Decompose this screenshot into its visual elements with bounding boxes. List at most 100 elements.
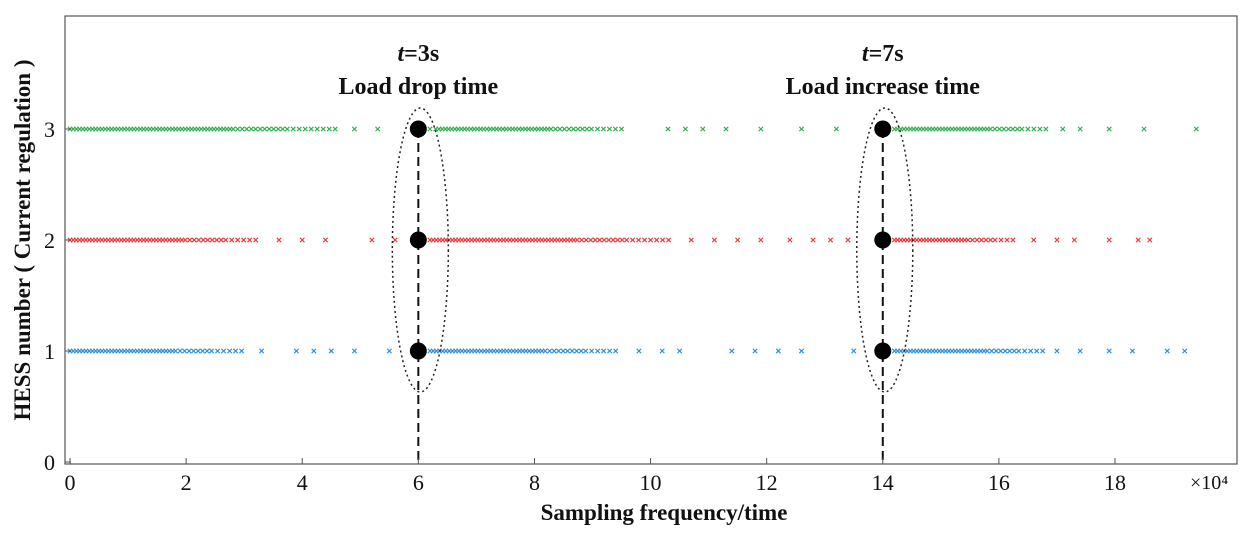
data-point	[1007, 348, 1013, 354]
data-point	[1106, 348, 1112, 354]
data-point	[241, 237, 247, 243]
data-point	[386, 348, 392, 354]
data-point	[1060, 126, 1066, 132]
data-point	[601, 348, 607, 354]
series-hess-2	[67, 237, 1153, 243]
series-layer	[67, 126, 1199, 354]
data-point	[974, 237, 980, 243]
data-point	[583, 348, 589, 354]
data-point	[588, 237, 594, 243]
x-axis-multiplier: ×10⁴	[1190, 472, 1228, 494]
data-point	[1077, 126, 1083, 132]
data-point	[723, 126, 729, 132]
series-hess-1	[67, 348, 1188, 354]
data-point	[1037, 126, 1043, 132]
data-point	[271, 126, 277, 132]
data-point	[547, 348, 553, 354]
data-point	[258, 348, 265, 354]
x-axis-title: Sampling frequency/time	[541, 500, 788, 525]
data-point	[987, 126, 993, 132]
event-point	[409, 231, 427, 249]
data-point	[1028, 348, 1034, 354]
data-point	[233, 348, 239, 354]
data-point	[1106, 237, 1112, 243]
data-point	[969, 237, 976, 243]
event-ellipse	[856, 107, 914, 393]
data-point	[584, 126, 590, 132]
data-point	[195, 348, 201, 354]
data-point	[579, 126, 586, 132]
data-point	[666, 237, 672, 243]
data-point	[1182, 348, 1188, 354]
data-point	[1019, 126, 1025, 132]
data-point	[229, 237, 235, 243]
data-point	[284, 126, 290, 132]
data-point	[630, 237, 636, 243]
data-point	[992, 237, 998, 243]
data-point	[191, 348, 197, 354]
data-point	[351, 348, 358, 354]
data-point	[351, 126, 358, 132]
data-point	[989, 348, 995, 354]
data-point	[1031, 237, 1037, 243]
data-point	[583, 237, 589, 243]
data-point	[1025, 126, 1031, 132]
data-point	[369, 237, 375, 243]
data-point	[182, 348, 188, 354]
data-point	[1193, 126, 1199, 132]
data-point	[1164, 348, 1170, 354]
data-point	[1004, 237, 1010, 243]
data-point	[612, 126, 619, 132]
data-point	[642, 237, 648, 243]
data-point	[560, 348, 566, 354]
data-point	[688, 237, 694, 243]
data-point	[606, 237, 612, 243]
data-point	[275, 126, 281, 132]
data-point	[311, 348, 317, 354]
data-point	[1043, 126, 1049, 132]
event-time-label: t=3s	[397, 41, 439, 67]
data-point	[1106, 126, 1112, 132]
x-tick-label: 6	[413, 470, 424, 495]
data-point	[758, 126, 764, 132]
data-point	[290, 126, 296, 132]
data-point	[601, 237, 607, 243]
data-point	[230, 126, 236, 132]
data-point	[758, 237, 764, 243]
event-time-label: t=7s	[862, 41, 904, 67]
event-point	[409, 120, 427, 138]
y-tick-label: 3	[44, 117, 55, 142]
y-tick-label: 0	[44, 450, 55, 475]
data-point	[551, 348, 557, 354]
data-point	[235, 126, 241, 132]
data-point	[987, 237, 994, 243]
data-point	[1147, 237, 1153, 243]
event-layer: t=3s Load drop time t=7s Load increase time	[339, 41, 981, 464]
data-point	[606, 126, 613, 132]
data-point	[1022, 348, 1028, 354]
event-caption: Load increase time	[786, 74, 981, 100]
data-point	[427, 126, 433, 132]
data-point	[1141, 126, 1147, 132]
data-point	[1071, 237, 1077, 243]
data-point	[1135, 237, 1141, 243]
data-point	[833, 126, 839, 132]
data-point	[610, 237, 616, 243]
data-point	[607, 348, 613, 354]
data-point	[660, 237, 666, 243]
data-point	[244, 126, 250, 132]
x-tick-label: 4	[297, 470, 308, 495]
data-point	[186, 348, 192, 354]
y-axis-title: HESS number ( Current regulation )	[10, 59, 35, 420]
data-point	[392, 237, 398, 243]
data-point	[1034, 348, 1040, 354]
data-point	[332, 126, 338, 132]
data-point	[729, 348, 735, 354]
event-point	[874, 231, 892, 249]
event-point	[874, 342, 892, 360]
data-point	[227, 348, 233, 354]
data-point	[221, 348, 227, 354]
data-point	[1054, 237, 1060, 243]
data-point	[253, 126, 259, 132]
